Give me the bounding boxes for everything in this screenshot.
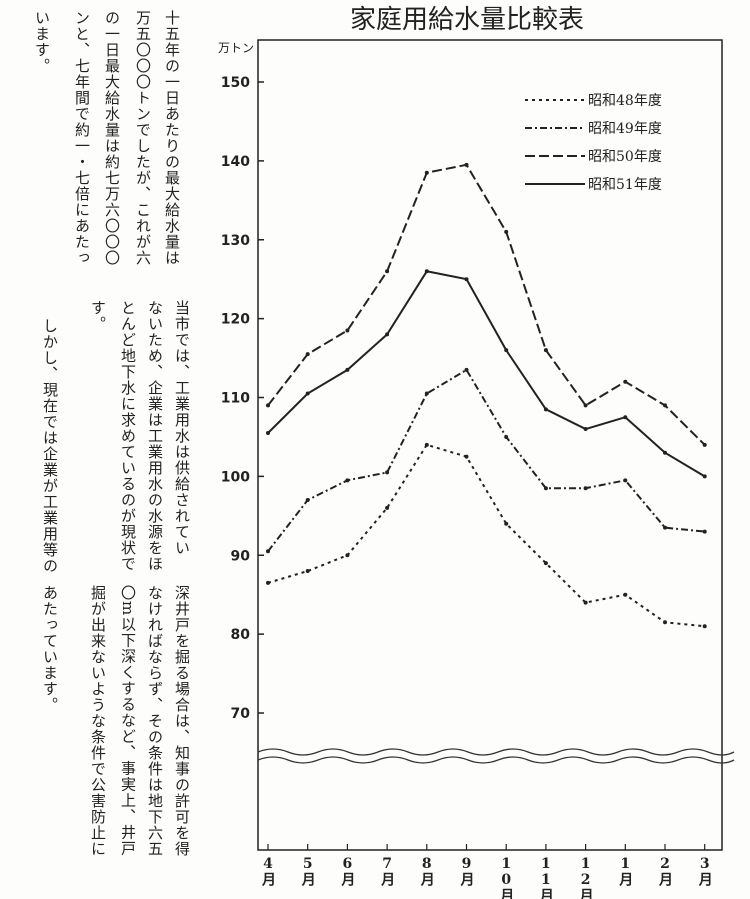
point <box>623 415 627 419</box>
x-tick-label: 7月 <box>379 856 396 887</box>
point <box>465 368 469 372</box>
x-tick-label: 10月 <box>498 856 515 899</box>
x-tick-label: 12月 <box>578 856 595 899</box>
point <box>345 478 349 482</box>
point <box>385 269 389 273</box>
point <box>584 403 588 407</box>
article-column: あたっています。 <box>41 585 59 713</box>
point <box>345 368 349 372</box>
point <box>544 561 548 565</box>
article-column: 万五〇〇〇トンでしたが、これが六 <box>134 10 152 266</box>
point <box>425 392 429 396</box>
article-column: ンと、七年間で約一・七倍にあたっ <box>73 10 91 266</box>
point <box>703 474 707 478</box>
point <box>266 581 270 585</box>
y-tick-label: 110 <box>221 391 250 407</box>
article-column: 十五年の一日あたりの最大給水量は <box>163 10 181 266</box>
point <box>584 427 588 431</box>
point <box>703 530 707 534</box>
point <box>504 348 508 352</box>
point <box>623 478 627 482</box>
x-tick-label: 11月 <box>538 856 555 899</box>
point <box>703 624 707 628</box>
point <box>266 549 270 553</box>
point <box>663 451 667 455</box>
point <box>544 486 548 490</box>
point <box>504 230 508 234</box>
point <box>425 171 429 175</box>
y-tick-label: 120 <box>221 312 250 328</box>
legend-label: 昭和48年度 <box>588 93 662 109</box>
article-column: の一日最大給水量は約七万六〇〇〇 <box>103 10 121 266</box>
x-tick-label: 9月 <box>459 856 476 887</box>
point <box>425 269 429 273</box>
point <box>584 601 588 605</box>
page: 家庭用給水量比較表 万トン 十五年の一日あたりの最大給水量は万五〇〇〇トンでした… <box>0 0 750 899</box>
article-column: います。 <box>33 10 51 74</box>
x-tick-label: 6月 <box>339 856 356 887</box>
y-tick-label: 70 <box>231 706 251 722</box>
point <box>544 348 548 352</box>
point <box>663 403 667 407</box>
point <box>306 498 310 502</box>
legend-label: 昭和50年度 <box>588 149 662 165</box>
point <box>425 443 429 447</box>
point <box>465 277 469 281</box>
x-tick-label: 8月 <box>419 856 436 887</box>
legend-label: 昭和49年度 <box>588 121 662 137</box>
point <box>504 435 508 439</box>
point <box>623 380 627 384</box>
y-tick-label: 100 <box>221 469 250 485</box>
article-column: 当市では、工業用水は供給されてい <box>173 300 191 556</box>
y-tick-label: 90 <box>231 548 251 564</box>
article-column: ないため、企業は工業用水の水源をほ <box>146 300 164 572</box>
point <box>266 403 270 407</box>
point <box>703 443 707 447</box>
x-tick-label: 2月 <box>657 856 674 887</box>
point <box>584 486 588 490</box>
article-column: す。 <box>89 300 107 332</box>
point <box>544 407 548 411</box>
point <box>306 392 310 396</box>
point <box>663 620 667 624</box>
x-tick-label: 4月 <box>260 856 277 887</box>
article-column: しかし、現在では企業が工業用等の <box>41 318 59 574</box>
point <box>306 569 310 573</box>
point <box>306 352 310 356</box>
x-tick-label: 5月 <box>300 856 317 887</box>
point <box>385 332 389 336</box>
article-column: とんど地下水に求めているのが現状で <box>119 300 137 572</box>
point <box>345 553 349 557</box>
chart-title: 家庭用給水量比較表 <box>350 5 584 35</box>
y-tick-label: 130 <box>221 233 250 249</box>
point <box>266 431 270 435</box>
y-tick-label: 80 <box>231 627 251 643</box>
y-tick-label: 140 <box>221 154 250 170</box>
point <box>465 163 469 167</box>
point <box>385 506 389 510</box>
x-tick-label: 1月 <box>617 856 634 887</box>
y-axis-unit: 万トン <box>218 41 254 55</box>
x-tick-label: 3月 <box>697 856 714 887</box>
article-column: なければならず、その条件は地下六五 <box>146 585 164 857</box>
point <box>663 526 667 530</box>
point <box>385 470 389 474</box>
article-column: 深井戸を掘る場合は、知事の許可を得 <box>173 585 191 857</box>
point <box>345 328 349 332</box>
point <box>504 522 508 526</box>
point <box>623 593 627 597</box>
point <box>465 455 469 459</box>
article-column: 掘が出来ないような条件で公害防止に <box>89 585 107 857</box>
y-tick-label: 150 <box>221 75 250 91</box>
article-column: 〇m以下深くするなど、事実上、井戸 <box>119 585 137 856</box>
legend-label: 昭和51年度 <box>588 177 662 193</box>
